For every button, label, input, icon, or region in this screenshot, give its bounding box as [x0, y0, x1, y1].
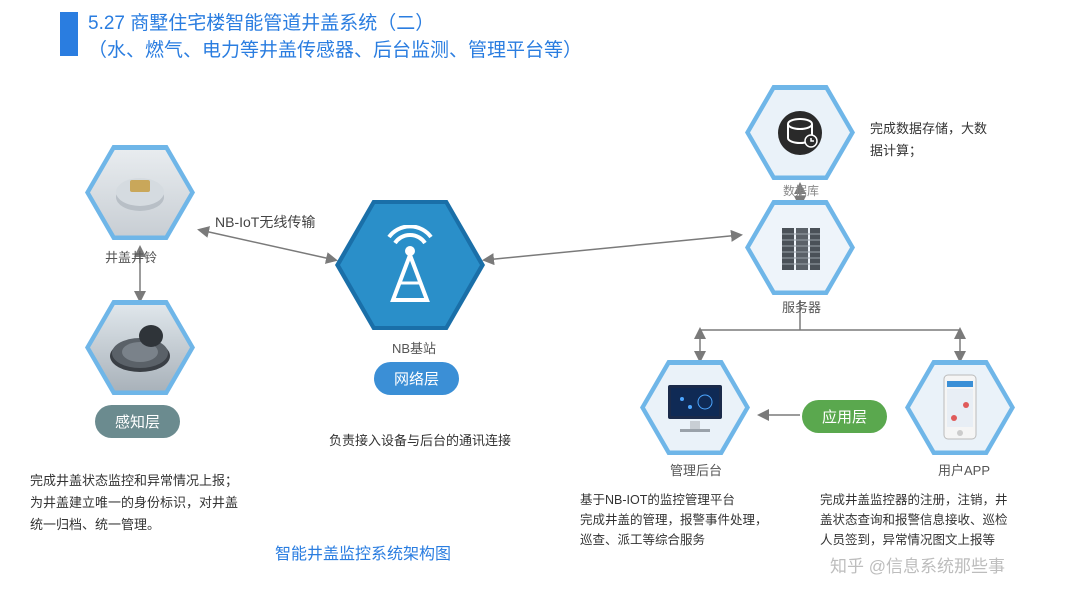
- hex-mgmt: [640, 360, 750, 455]
- desc-network: 负责接入设备与后台的通讯连接: [305, 430, 535, 452]
- pill-perception: 感知层: [95, 405, 180, 438]
- phone-icon: [910, 365, 1010, 451]
- hex-sensor-bell: [85, 145, 195, 240]
- antenna-icon: [375, 225, 445, 305]
- hex-database: [745, 85, 855, 180]
- edge-label-nbiot: NB-IoT无线传输: [215, 212, 315, 232]
- desc-mgmt: 基于NB-IOT的监控管理平台 完成井盖的管理，报警事件处理， 巡查、派工等综合…: [580, 490, 805, 550]
- hex-server: [745, 200, 855, 295]
- sensor-cover-icon: [90, 305, 190, 391]
- database-icon: [750, 90, 850, 176]
- pill-app: 应用层: [802, 400, 887, 433]
- hex-userapp: [905, 360, 1015, 455]
- watermark: 知乎 @信息系统那些事: [830, 552, 1005, 577]
- label-sensor-bell: 井盖井铃: [105, 247, 157, 266]
- pill-network: 网络层: [374, 362, 459, 395]
- desc-userapp: 完成井盖监控器的注册，注销，井 盖状态查询和报警信息接收、巡检 人员签到，异常情…: [820, 490, 1070, 550]
- label-db: 数据库: [783, 182, 819, 199]
- sensor-bell-icon: [90, 150, 190, 236]
- title-line2: （水、燃气、电力等井盖传感器、后台监测、管理平台等）: [88, 35, 1040, 62]
- server-icon: [750, 205, 850, 291]
- label-mgmt: 管理后台: [670, 460, 722, 479]
- header-accent: [60, 12, 78, 56]
- label-server: 服务器: [782, 297, 821, 316]
- desc-db: 完成数据存储，大数 据计算；: [870, 118, 1040, 162]
- title-line1: 5.27 商墅住宅楼智能管道井盖系统（二）: [88, 8, 1040, 35]
- hex-base-station: [335, 200, 485, 330]
- desc-perception: 完成井盖状态监控和异常情况上报； 为井盖建立唯一的身份标识，对井盖 统一归档、统…: [30, 470, 290, 536]
- monitor-icon: [645, 365, 745, 451]
- hex-sensor-cover: [85, 300, 195, 395]
- header: 5.27 商墅住宅楼智能管道井盖系统（二） （水、燃气、电力等井盖传感器、后台监…: [60, 8, 1040, 62]
- label-userapp: 用户APP: [938, 460, 990, 479]
- diagram-caption: 智能井盖监控系统架构图: [275, 540, 451, 564]
- label-base: NB基站: [392, 338, 436, 357]
